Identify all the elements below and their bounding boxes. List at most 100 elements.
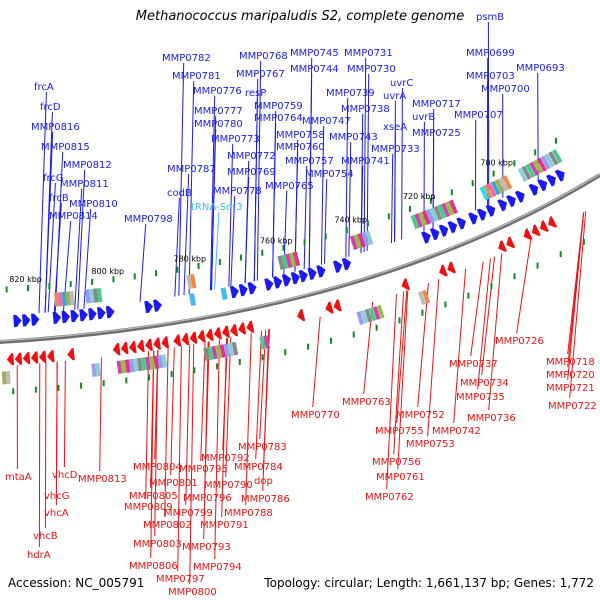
gene-label: MMP0783 xyxy=(238,442,287,453)
leader-line xyxy=(348,141,352,257)
cog-color-block xyxy=(525,163,536,178)
gene-label: MMP0756 xyxy=(372,457,421,468)
cog-color-block xyxy=(5,370,11,385)
cog-color-block xyxy=(91,363,97,377)
gene-label: mtaA xyxy=(5,472,32,483)
reverse-gene-arrow xyxy=(197,330,206,343)
reverse-gene-arrow xyxy=(22,352,31,365)
leader-line xyxy=(391,153,394,244)
gene-label: MMP0754 xyxy=(305,169,354,180)
tick-mark xyxy=(324,233,327,240)
gene-label: MMP0793 xyxy=(182,542,231,553)
leader-line xyxy=(393,291,405,455)
tick-mark xyxy=(125,377,128,384)
gene-label: MMP0805 xyxy=(129,491,178,502)
gene-label: MMP0758 xyxy=(276,130,325,141)
cog-color-block xyxy=(479,186,489,201)
forward-gene-arrow xyxy=(546,174,556,187)
gene-label: MMP0810 xyxy=(69,199,118,210)
reverse-gene-arrow xyxy=(447,261,456,274)
reverse-gene-arrow xyxy=(221,325,231,338)
leader-line xyxy=(47,182,56,313)
tick-mark xyxy=(80,382,83,389)
forward-gene-arrow xyxy=(554,169,565,182)
reverse-gene-arrow xyxy=(213,327,222,340)
cog-color-block xyxy=(292,251,301,267)
cog-color-block xyxy=(540,155,551,170)
gene-label: MMP0787 xyxy=(167,164,216,175)
forward-gene-arrow xyxy=(307,267,317,280)
reverse-gene-arrow xyxy=(246,320,255,333)
forward-gene-arrow xyxy=(528,183,539,196)
gene-label: frcB xyxy=(49,193,69,204)
gene-label: uvrA xyxy=(383,91,406,102)
kbp-tick-label: 780 kbp xyxy=(173,255,206,264)
gene-label: MMP0737 xyxy=(449,359,498,370)
reverse-gene-arrow xyxy=(145,338,153,351)
cog-color-block xyxy=(281,254,289,270)
cog-color-block xyxy=(132,358,139,372)
gene-label: MMP0778 xyxy=(213,186,262,197)
reverse-gene-arrow xyxy=(539,220,549,232)
forward-gene-arrow xyxy=(429,228,440,241)
map-title: Methanococcus maripaludis S2, complete g… xyxy=(135,9,465,24)
cog-color-block xyxy=(116,360,123,374)
leader-line xyxy=(323,178,328,264)
tick-mark xyxy=(554,137,557,144)
gene-label: MMP0781 xyxy=(172,71,221,82)
gene-label: frcA xyxy=(34,82,54,93)
cog-color-block xyxy=(157,354,164,369)
cog-color-block xyxy=(422,289,431,304)
leader-line xyxy=(256,60,262,281)
leader-line xyxy=(253,97,258,282)
tick-mark xyxy=(218,258,221,265)
kbp-tick-label: 820 kbp xyxy=(9,275,42,284)
gene-label: MMP0800 xyxy=(168,587,217,598)
leader-line xyxy=(225,337,232,478)
gene-label: tRNA-Ser3 xyxy=(191,202,243,213)
gene-label: MMP0768 xyxy=(239,51,288,62)
reverse-gene-arrow xyxy=(333,299,342,312)
gene-label: MMP0784 xyxy=(234,462,283,473)
reverse-gene-arrow xyxy=(506,236,516,249)
cog-color-block xyxy=(356,311,364,325)
forward-gene-arrow xyxy=(153,299,162,312)
cog-color-block xyxy=(95,363,101,377)
reverse-gene-arrow xyxy=(47,350,55,363)
reverse-gene-arrow xyxy=(128,340,137,354)
tick-mark xyxy=(282,244,285,251)
leader-line xyxy=(363,301,374,395)
gene-label: MMP0739 xyxy=(326,88,375,99)
forward-gene-arrow xyxy=(447,221,458,234)
gene-label: MMP0743 xyxy=(329,132,378,143)
cog-color-block xyxy=(494,178,505,194)
forward-gene-arrow xyxy=(281,274,292,287)
leader-line xyxy=(363,57,367,253)
cog-color-block xyxy=(161,354,168,368)
cog-color-block xyxy=(57,292,64,307)
cog-color-block xyxy=(215,345,222,359)
gene-label: MMP0760 xyxy=(276,142,325,153)
forward-gene-arrow xyxy=(476,208,487,221)
cog-color-block xyxy=(207,346,214,361)
gene-label: MMP0718 xyxy=(546,357,595,368)
cog-color-block xyxy=(65,291,71,306)
cog-color-block xyxy=(364,308,373,323)
leader-line xyxy=(99,357,102,472)
forward-gene-arrow xyxy=(537,179,548,192)
gene-label: MMP0707 xyxy=(454,110,503,121)
tick-mark xyxy=(429,197,432,204)
leader-line xyxy=(470,261,484,357)
gene-label: MMP0734 xyxy=(460,378,509,389)
forward-gene-arrow xyxy=(52,311,62,324)
gene-labels: psmBMMP0699MMP0693MMP0703MMP0700MMP0707M… xyxy=(5,12,597,598)
gene-label: MMP0742 xyxy=(432,426,481,437)
gene-label: MMP0814 xyxy=(49,211,98,222)
tick-mark xyxy=(329,337,332,344)
reverse-gene-arrow xyxy=(325,301,334,314)
cog-color-block xyxy=(227,342,235,357)
gene-label: hdrA xyxy=(27,550,51,561)
cog-color-block xyxy=(441,202,451,218)
gene-label: MMP0816 xyxy=(31,122,80,133)
